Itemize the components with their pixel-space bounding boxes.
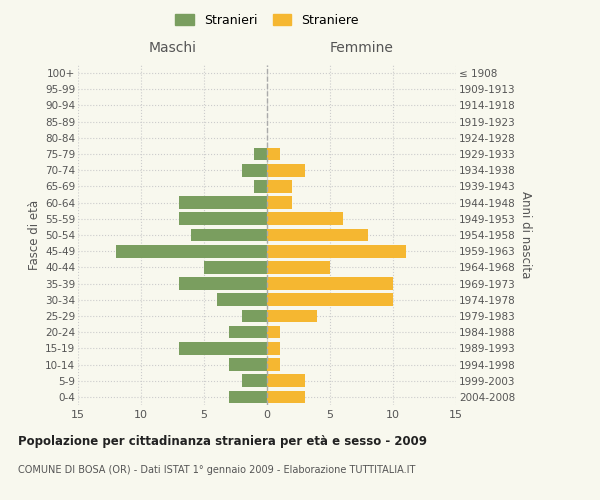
Bar <box>267 390 305 403</box>
Bar <box>267 278 393 290</box>
Y-axis label: Fasce di età: Fasce di età <box>28 200 41 270</box>
Text: Femmine: Femmine <box>329 42 394 56</box>
Bar <box>217 294 267 306</box>
Text: COMUNE DI BOSA (OR) - Dati ISTAT 1° gennaio 2009 - Elaborazione TUTTITALIA.IT: COMUNE DI BOSA (OR) - Dati ISTAT 1° genn… <box>18 465 415 475</box>
Legend: Stranieri, Straniere: Stranieri, Straniere <box>170 8 364 32</box>
Bar <box>267 164 305 176</box>
Bar <box>267 374 305 387</box>
Text: Popolazione per cittadinanza straniera per età e sesso - 2009: Popolazione per cittadinanza straniera p… <box>18 435 427 448</box>
Bar <box>254 180 267 192</box>
Bar <box>242 374 267 387</box>
Bar <box>267 294 393 306</box>
Y-axis label: Anni di nascita: Anni di nascita <box>519 192 532 278</box>
Bar <box>267 148 280 160</box>
Bar <box>242 164 267 176</box>
Bar <box>267 358 280 371</box>
Bar <box>254 148 267 160</box>
Bar <box>229 390 267 403</box>
Bar <box>267 326 280 338</box>
Bar <box>229 326 267 338</box>
Bar <box>179 342 267 354</box>
Bar <box>267 228 368 241</box>
Bar <box>179 196 267 209</box>
Bar <box>267 310 317 322</box>
Bar <box>229 358 267 371</box>
Bar <box>267 212 343 225</box>
Bar <box>267 180 292 192</box>
Bar <box>267 342 280 354</box>
Bar <box>116 245 267 258</box>
Bar <box>179 278 267 290</box>
Text: Maschi: Maschi <box>149 42 197 56</box>
Bar <box>191 228 267 241</box>
Bar <box>267 261 330 274</box>
Bar <box>242 310 267 322</box>
Bar <box>179 212 267 225</box>
Bar <box>204 261 267 274</box>
Bar <box>267 245 406 258</box>
Bar <box>267 196 292 209</box>
